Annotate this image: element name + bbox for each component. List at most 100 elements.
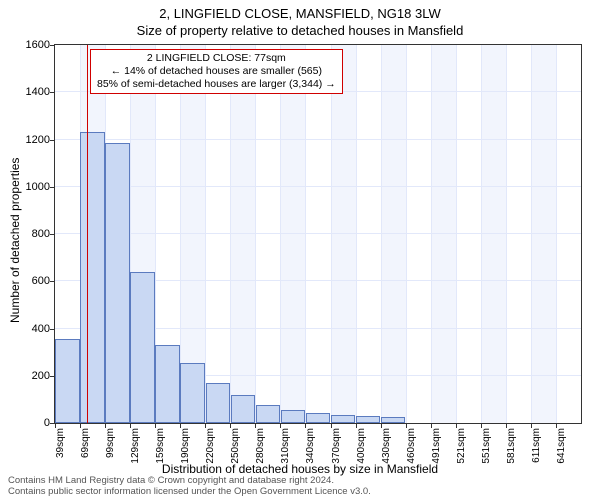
plot-band [531, 45, 556, 423]
histogram-bar [180, 363, 205, 423]
x-tick-label: 39sqm [55, 428, 66, 468]
gridline-h [55, 233, 581, 234]
x-tick-mark [456, 424, 457, 428]
x-tick-label: 310sqm [280, 428, 291, 468]
gridline-v [406, 45, 407, 423]
plot-band [331, 45, 356, 423]
chart-container: 2, LINGFIELD CLOSE, MANSFIELD, NG18 3LW … [0, 0, 600, 500]
y-tick-mark [50, 45, 54, 46]
histogram-bar [306, 413, 331, 423]
x-tick-label: 250sqm [230, 428, 241, 468]
plot-band [280, 45, 305, 423]
x-tick-label: 491sqm [431, 428, 442, 468]
callout-line1: 2 LINGFIELD CLOSE: 77sqm [97, 52, 336, 65]
x-tick-mark [55, 424, 56, 428]
histogram-bar [206, 383, 231, 423]
callout-line3: 85% of semi-detached houses are larger (… [97, 78, 336, 91]
x-tick-label: 400sqm [356, 428, 367, 468]
x-tick-mark [80, 424, 81, 428]
x-tick-label: 99sqm [105, 428, 116, 468]
histogram-bar [256, 405, 281, 423]
gridline-v [205, 45, 206, 423]
x-tick-mark [180, 424, 181, 428]
gridline-v [305, 45, 306, 423]
x-tick-label: 430sqm [381, 428, 392, 468]
x-tick-mark [255, 424, 256, 428]
callout-line2: ← 14% of detached houses are smaller (56… [97, 65, 336, 78]
y-tick-label: 200 [10, 370, 50, 382]
histogram-bar [356, 416, 381, 423]
histogram-bar [80, 132, 105, 423]
gridline-v [230, 45, 231, 423]
x-tick-label: 69sqm [80, 428, 91, 468]
gridline-h [55, 139, 581, 140]
plot-area [54, 44, 582, 424]
y-tick-mark [50, 187, 54, 188]
y-tick-mark [50, 140, 54, 141]
x-tick-label: 340sqm [305, 428, 316, 468]
y-tick-mark [50, 92, 54, 93]
y-tick-label: 800 [10, 228, 50, 240]
marker-line [87, 45, 88, 423]
x-tick-label: 280sqm [255, 428, 266, 468]
gridline-v [280, 45, 281, 423]
x-tick-label: 551sqm [481, 428, 492, 468]
chart-title-line1: 2, LINGFIELD CLOSE, MANSFIELD, NG18 3LW [0, 0, 600, 21]
x-tick-mark [331, 424, 332, 428]
plot-band [381, 45, 406, 423]
x-tick-mark [280, 424, 281, 428]
gridline-v [481, 45, 482, 423]
y-tick-label: 1400 [10, 86, 50, 98]
x-tick-mark [556, 424, 557, 428]
y-tick-label: 600 [10, 275, 50, 287]
y-tick-label: 0 [10, 417, 50, 429]
gridline-v [331, 45, 332, 423]
x-tick-mark [230, 424, 231, 428]
histogram-bar [155, 345, 180, 423]
x-tick-label: 581sqm [506, 428, 517, 468]
plot-band [481, 45, 506, 423]
y-tick-mark [50, 423, 54, 424]
gridline-v [431, 45, 432, 423]
callout-box: 2 LINGFIELD CLOSE: 77sqm ← 14% of detach… [90, 49, 343, 94]
x-tick-mark [155, 424, 156, 428]
x-tick-mark [356, 424, 357, 428]
gridline-v [456, 45, 457, 423]
x-tick-mark [381, 424, 382, 428]
histogram-bar [105, 143, 130, 423]
y-tick-label: 1600 [10, 39, 50, 51]
x-tick-label: 129sqm [130, 428, 141, 468]
x-tick-label: 460sqm [406, 428, 417, 468]
x-tick-mark [130, 424, 131, 428]
y-tick-mark [50, 329, 54, 330]
y-tick-label: 1200 [10, 134, 50, 146]
plot-band [431, 45, 456, 423]
gridline-v [556, 45, 557, 423]
gridline-v [506, 45, 507, 423]
footer-attribution: Contains HM Land Registry data © Crown c… [8, 476, 371, 498]
x-tick-label: 521sqm [456, 428, 467, 468]
x-tick-mark [205, 424, 206, 428]
x-tick-mark [406, 424, 407, 428]
x-tick-mark [506, 424, 507, 428]
x-tick-mark [431, 424, 432, 428]
x-tick-label: 370sqm [331, 428, 342, 468]
histogram-bar [130, 272, 155, 423]
x-tick-mark [481, 424, 482, 428]
gridline-v [381, 45, 382, 423]
x-tick-mark [105, 424, 106, 428]
gridline-v [531, 45, 532, 423]
x-tick-label: 190sqm [180, 428, 191, 468]
plot-band [230, 45, 255, 423]
y-tick-label: 1000 [10, 181, 50, 193]
x-tick-mark [305, 424, 306, 428]
gridline-h [55, 186, 581, 187]
histogram-bar [281, 410, 306, 423]
y-tick-mark [50, 234, 54, 235]
x-tick-mark [531, 424, 532, 428]
gridline-v [356, 45, 357, 423]
histogram-bar [55, 339, 80, 423]
y-tick-mark [50, 376, 54, 377]
chart-title-line2: Size of property relative to detached ho… [0, 21, 600, 38]
x-tick-label: 641sqm [556, 428, 567, 468]
